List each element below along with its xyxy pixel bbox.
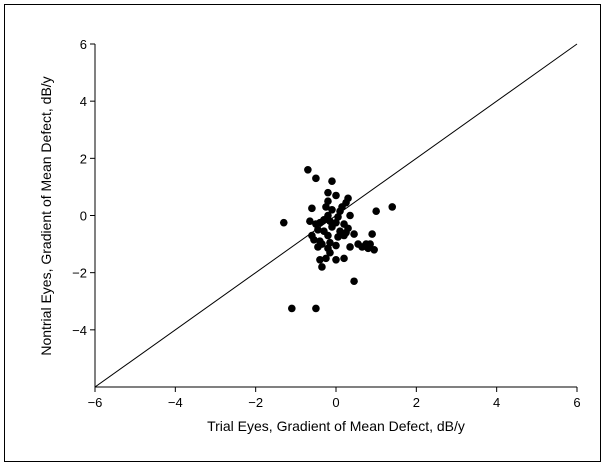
data-point [328, 205, 336, 214]
data-point [324, 197, 332, 206]
data-point [328, 177, 336, 185]
data-point [326, 238, 334, 247]
data-point [308, 204, 316, 213]
x-tick-label: 0 [332, 395, 339, 410]
data-point [322, 254, 330, 263]
x-tick-label: 2 [413, 395, 420, 410]
data-point [368, 230, 376, 238]
data-point [340, 254, 348, 263]
data-point [364, 244, 372, 253]
data-point [334, 233, 342, 241]
y-tick-label: 6 [80, 37, 87, 52]
x-tick-label: −6 [88, 395, 103, 410]
data-point [350, 277, 358, 286]
y-ticks: −4 −2 0 2 4 6 [72, 37, 95, 338]
x-tick-label: −4 [168, 395, 183, 410]
data-point [388, 203, 397, 211]
y-tick-label: 0 [80, 209, 87, 224]
data-point [332, 256, 340, 264]
data-point [320, 215, 328, 224]
data-point [328, 223, 336, 231]
data-point [358, 243, 366, 251]
data-point [346, 243, 354, 251]
data-point [314, 225, 322, 234]
data-point [304, 165, 312, 174]
y-tick-label: −4 [72, 323, 87, 338]
data-point [350, 230, 358, 238]
y-tick-label: −2 [72, 266, 87, 281]
data-point [332, 241, 340, 250]
data-point [279, 218, 288, 227]
data-point [372, 207, 380, 216]
data-point [314, 243, 322, 251]
x-tick-label: 6 [573, 395, 580, 410]
data-point [370, 246, 378, 254]
data-point [346, 211, 354, 220]
x-tick-label: −2 [248, 395, 263, 410]
data-point [326, 248, 334, 257]
data-point [332, 191, 340, 200]
data-point [340, 231, 348, 240]
x-axis-title: Trial Eyes, Gradient of Mean Defect, dB/… [207, 418, 465, 434]
data-point [312, 304, 320, 313]
y-axis-title: Nontrial Eyes, Gradient of Mean Defect, … [38, 76, 54, 355]
data-point [326, 217, 334, 226]
data-point [312, 174, 320, 183]
data-point [322, 203, 330, 211]
y-tick-label: 2 [80, 151, 87, 166]
data-point [324, 231, 332, 240]
data-point [316, 256, 324, 264]
figure-frame [4, 4, 601, 462]
x-ticks: −6 −4 −2 0 2 4 6 [88, 387, 581, 410]
x-tick-label: 4 [493, 395, 500, 410]
data-point [336, 207, 344, 216]
data-point [306, 217, 314, 226]
y-tick-label: 4 [80, 94, 87, 109]
data-point [324, 188, 332, 197]
data-point [318, 263, 326, 271]
data-point [288, 304, 296, 313]
data-point [310, 235, 318, 244]
data-points [279, 165, 397, 313]
data-point [334, 213, 342, 221]
